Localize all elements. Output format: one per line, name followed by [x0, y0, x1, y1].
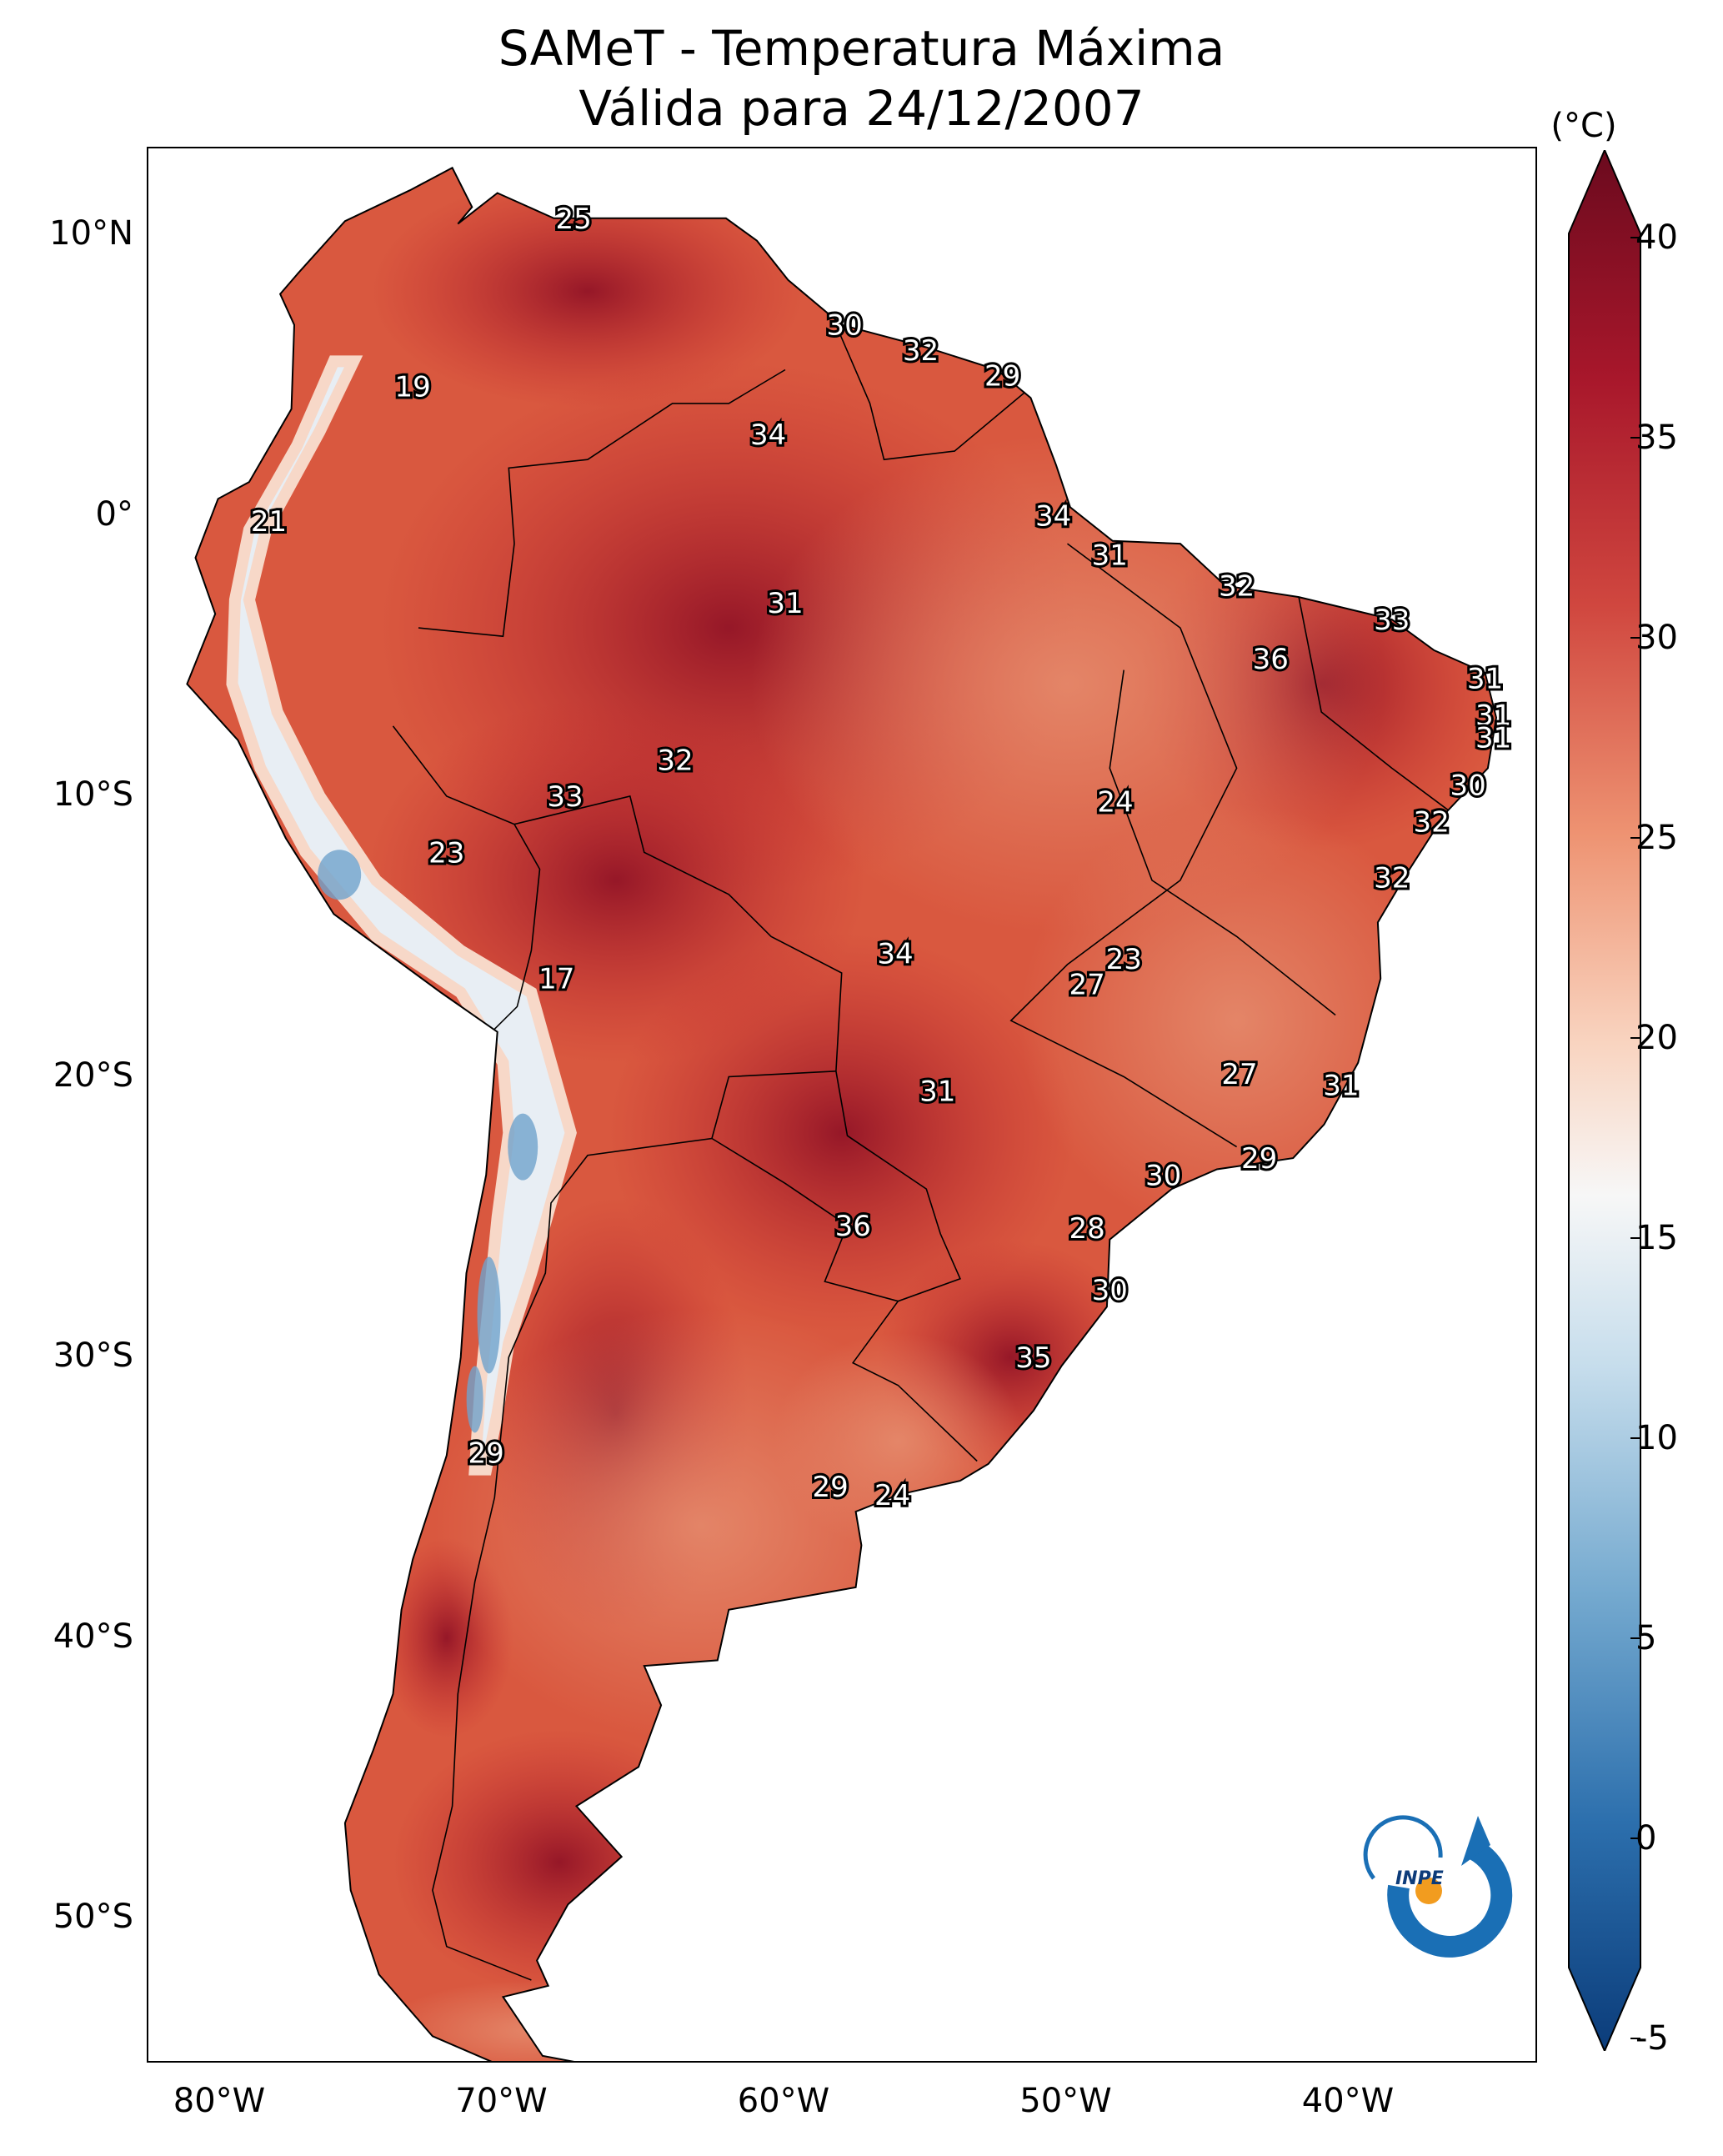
station-value: 27	[1069, 968, 1105, 1001]
station-value: 30	[826, 309, 862, 343]
colorbar	[1568, 150, 1641, 2051]
station-value: 31	[1092, 539, 1128, 573]
colorbar-tick-label: 10	[1635, 1419, 1678, 1457]
inpe-logo-sun-icon	[1415, 1878, 1442, 1904]
station-value: 33	[547, 780, 583, 814]
country-border	[711, 1137, 899, 1302]
land-area	[187, 168, 1496, 2061]
station-value: 31	[767, 587, 803, 620]
shading-blob	[773, 1332, 1024, 1550]
colorbar-tick-label: 0	[1635, 1819, 1657, 1858]
colorbar-tick-label: 15	[1635, 1219, 1678, 1257]
station-value: 34	[877, 937, 913, 970]
station-value: 19	[395, 371, 431, 404]
colorbar-tick-label: 20	[1635, 1019, 1678, 1057]
map-frame: 25 30 32 29 19 34 21 34 31 32 31 33 36 31 31 31 32 30 33 24…	[147, 147, 1537, 2063]
cold-spot	[508, 1113, 538, 1181]
map-title-block: SAMeT - Temperatura Máxima Válida para 2…	[0, 18, 1723, 138]
andes-cold-band	[226, 355, 577, 1476]
country-border	[432, 1070, 836, 1981]
longitude-label: 50°W	[1019, 2082, 1112, 2120]
country-border	[1009, 543, 1238, 1148]
country-border	[835, 324, 1026, 461]
coastline	[186, 166, 1498, 2061]
latitude-label: 50°S	[53, 1898, 133, 1936]
cold-spot	[466, 1366, 483, 1433]
latitude-label: 20°S	[53, 1055, 133, 1095]
station-value: 36	[835, 1210, 871, 1243]
latitude-label: 10°N	[49, 214, 133, 253]
longitude-label: 70°W	[455, 2082, 548, 2120]
station-value: 34	[1035, 500, 1071, 534]
station-value: 31	[1323, 1070, 1359, 1103]
longitude-label: 80°W	[173, 2082, 266, 2120]
shading-blob	[393, 1728, 727, 1996]
colorbar-unit: (°C)	[1550, 107, 1617, 145]
station-value: 28	[1069, 1212, 1105, 1246]
colorbar-tick-label: 30	[1635, 619, 1678, 657]
inpe-logo-text: INPE	[1395, 1868, 1444, 1889]
station-value: 24	[874, 1479, 910, 1512]
station-value: 31	[1475, 721, 1511, 755]
inpe-logo: INPE	[1363, 1815, 1513, 1958]
shading-blob	[371, 174, 805, 409]
latitude-label: 40°S	[53, 1617, 133, 1656]
station-value: 35	[1015, 1341, 1051, 1375]
map-subtitle: Válida para 24/12/2007	[579, 80, 1144, 137]
station-value: 31	[1475, 699, 1511, 732]
station-value: 29	[1241, 1142, 1277, 1176]
station-value: 32	[657, 744, 693, 777]
latitude-label: 10°S	[53, 775, 133, 814]
country-border	[392, 725, 541, 1030]
colorbar-tick-label: 35	[1635, 419, 1678, 457]
colorbar-bar	[1568, 150, 1641, 2051]
station-value: 32	[1414, 805, 1450, 839]
longitude-label: 40°W	[1301, 2082, 1395, 2120]
station-value: 31	[1467, 663, 1503, 696]
latitude-label: 0°	[95, 494, 133, 534]
country-border	[513, 795, 978, 1462]
cold-spot	[318, 850, 362, 900]
station-value: 23	[1106, 943, 1142, 976]
station-value: 30	[1092, 1274, 1128, 1307]
station-value: 23	[428, 836, 464, 870]
station-value: 32	[1219, 570, 1255, 604]
cold-spot	[477, 1256, 501, 1374]
station-value: 32	[903, 334, 939, 368]
station-value: 30	[1145, 1159, 1181, 1192]
latitude-label: 30°S	[53, 1336, 133, 1375]
country-borders	[186, 166, 1498, 2061]
station-value: 31	[919, 1075, 955, 1108]
colorbar-tick-label: -5	[1635, 2019, 1669, 2058]
colorbar-tick-label: 40	[1635, 218, 1678, 257]
station-value: 29	[468, 1436, 504, 1470]
station-value: 29	[813, 1471, 849, 1504]
station-value: 17	[538, 963, 574, 996]
station-value: 33	[1374, 604, 1410, 637]
station-value: 32	[1374, 862, 1410, 895]
station-value: 24	[1097, 786, 1133, 820]
country-border	[1298, 596, 1449, 811]
country-border	[418, 369, 786, 638]
colorbar-tick-label: 5	[1635, 1619, 1657, 1657]
station-value: 25	[555, 203, 591, 236]
station-value: 29	[984, 359, 1020, 393]
station-value: 27	[1221, 1058, 1257, 1091]
andes-band	[226, 355, 577, 1476]
colorbar-tick-label: 25	[1635, 819, 1678, 857]
country-border	[1109, 669, 1336, 1016]
map-title: SAMeT - Temperatura Máxima	[498, 20, 1225, 77]
longitude-label: 60°W	[737, 2082, 830, 2120]
station-value: 21	[251, 505, 287, 539]
station-value: 34	[750, 419, 786, 452]
station-value: 36	[1253, 643, 1289, 676]
station-value: 30	[1450, 770, 1486, 803]
